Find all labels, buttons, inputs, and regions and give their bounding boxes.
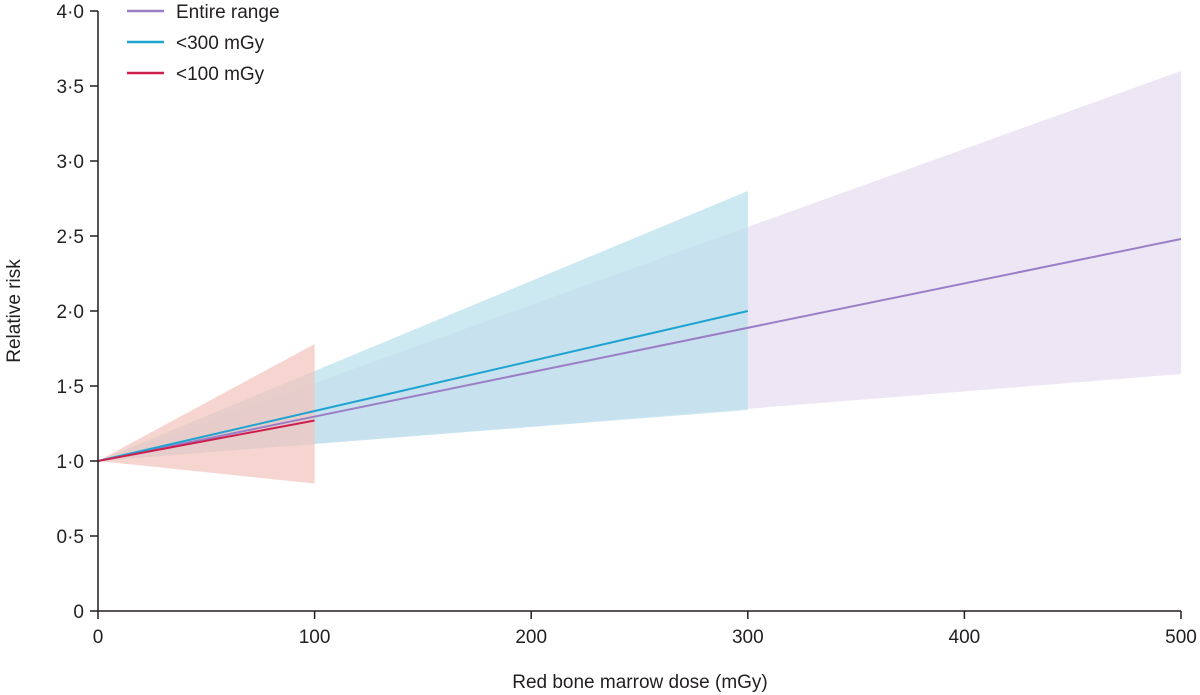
y-tick-label: 4·0 (57, 2, 84, 23)
x-tick-label: 500 (1165, 627, 1197, 648)
axes: 0 0·5 1·0 1·5 2·0 2·5 3·0 3·5 4·0 0 100 200 300 400 50… (57, 2, 1197, 648)
x-tick-label: 0 (93, 627, 104, 648)
legend-label-2: <100 mGy (176, 64, 265, 85)
legend: Entire range <300 mGy <100 mGy (127, 2, 280, 85)
y-tick-label: 1·5 (57, 377, 84, 398)
y-tick-label: 2·0 (57, 302, 84, 323)
x-tick-label: 100 (299, 627, 331, 648)
y-tick-label: 0 (73, 602, 84, 623)
series-lines (97, 238, 1182, 462)
ci-band-2 (98, 344, 315, 484)
y-tick-label: 3·5 (57, 77, 84, 98)
x-tick-label: 300 (732, 627, 764, 648)
x-axis-title: Red bone marrow dose (mGy) (512, 672, 768, 693)
y-tick-label: 2·5 (57, 227, 84, 248)
series-line-0 (97, 238, 1182, 462)
y-axis-title: Relative risk (4, 259, 25, 363)
x-tick-label: 400 (949, 627, 981, 648)
y-tick-label: 0·5 (57, 527, 84, 548)
series-line-1 (97, 310, 749, 462)
y-tick-label: 3·0 (57, 152, 84, 173)
legend-label-1: <300 mGy (176, 33, 265, 54)
x-tick-label: 200 (515, 627, 547, 648)
series-line-2 (97, 419, 315, 462)
legend-label-0: Entire range (176, 2, 280, 23)
ci-bands (98, 71, 1181, 484)
y-tick-label: 1·0 (57, 452, 84, 473)
